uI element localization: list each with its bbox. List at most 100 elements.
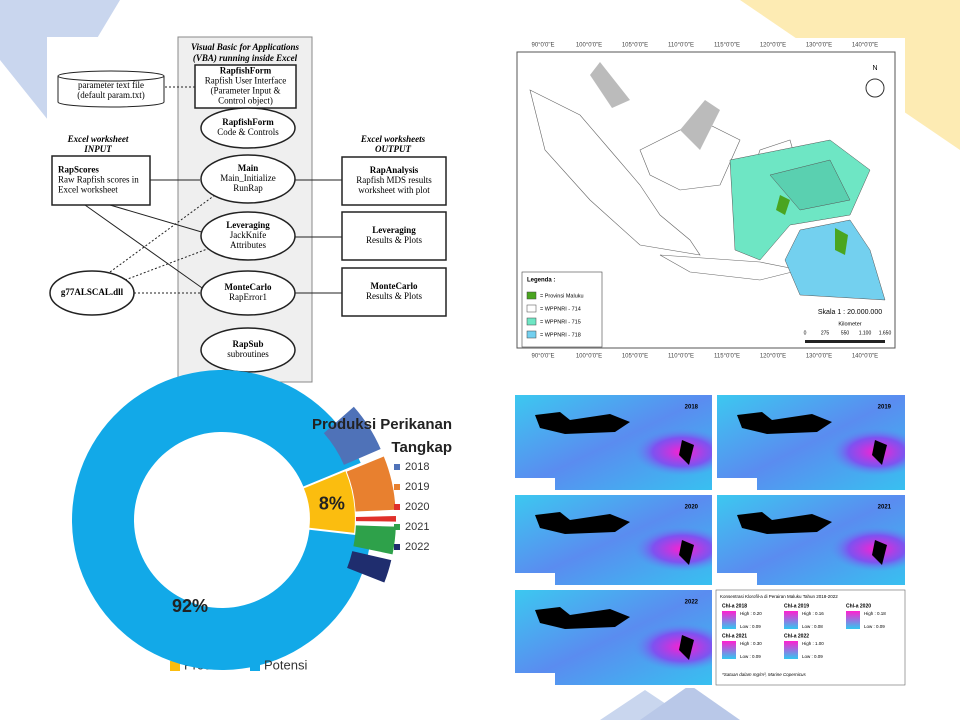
lon-label: 115°0'0"E (714, 43, 740, 49)
chl-legend-name: Chl-a 2021 (722, 633, 747, 639)
node-text: Main (238, 163, 259, 173)
lon-label: 110°0'0"E (668, 354, 694, 360)
node-ellipse (200, 211, 296, 261)
chl-ramp (846, 611, 860, 629)
chl-low: Low : 0.08 (802, 624, 823, 629)
chl-hotspot (717, 395, 905, 490)
north-arrow (865, 78, 885, 98)
legend-swatch (250, 661, 260, 671)
legend-swatch (394, 464, 400, 470)
input-title: Excel worksheet (67, 134, 129, 144)
donut-segment (72, 370, 372, 671)
map-scale: Skala 1 : 20.000.000 (818, 309, 882, 316)
lon-label: 120°0'0"E (760, 43, 786, 49)
node-box (51, 155, 151, 206)
land-gray (590, 62, 630, 108)
lon-label: 100°0'0"E (576, 354, 602, 360)
land-mask (515, 673, 555, 685)
node-text: Results & Plots (366, 235, 423, 245)
vba-title: Visual Basic for Applications (191, 42, 299, 52)
maluku (776, 195, 790, 215)
panel-year: 2022 (685, 600, 699, 606)
node-text: RapScores (58, 165, 99, 175)
chl-ramp (784, 611, 798, 629)
node-ellipse (49, 270, 135, 316)
legend-label: = WPPNRI - 715 (540, 319, 581, 325)
land-mask (515, 478, 555, 490)
legend-label: 2020 (405, 501, 429, 513)
breakdown-segment (346, 456, 396, 512)
chl-high: High : 0.30 (740, 641, 762, 646)
maluku (835, 228, 848, 255)
wpp-718 (784, 219, 886, 301)
island (535, 512, 694, 565)
input-title: INPUT (83, 144, 112, 154)
chl-hotspot (515, 395, 712, 490)
chl-ramp (784, 641, 798, 659)
lon-label: 120°0'0"E (760, 354, 786, 360)
node-ellipse (200, 270, 296, 316)
chl-low: Low : 0.09 (802, 654, 823, 659)
panel-year: 2019 (878, 405, 892, 411)
island (535, 412, 694, 465)
node-text: MonteCarlo (225, 282, 272, 292)
node-ellipse (200, 107, 296, 149)
panel-year: 2021 (878, 505, 892, 511)
legend-swatch (170, 661, 180, 671)
lon-label: 140°0'0"E (852, 354, 878, 360)
param-file-text: (default param.txt) (77, 90, 144, 100)
lon-label: 100°0'0"E (576, 43, 602, 49)
chl-legend-name: Chl-a 2022 (784, 633, 809, 639)
breakdown-segment (353, 525, 396, 555)
node-text: Excel worksheet (58, 185, 118, 195)
node-box (341, 211, 447, 261)
lon-label: 110°0'0"E (668, 43, 694, 49)
vba-title: (VBA) running inside Excel (193, 53, 298, 63)
node-text: MonteCarlo (371, 281, 418, 291)
node-box (341, 156, 447, 206)
value-label: 92% (172, 596, 208, 616)
legend-swatch (526, 317, 537, 326)
chl-low: Low : 0.09 (740, 654, 761, 659)
node-text: (Parameter Input & (211, 86, 281, 96)
legend-swatch (394, 524, 400, 530)
param-file (57, 70, 165, 108)
legend-swatch (526, 304, 537, 313)
island (535, 607, 694, 660)
chl-high: High : 0.18 (864, 611, 886, 616)
legend-label: = Provinsi Maluku (540, 293, 584, 299)
map-unit: Kilometer (838, 321, 861, 327)
land-mask (717, 478, 757, 490)
chl-legend (715, 589, 906, 686)
node-text: RapfishForm (222, 117, 274, 127)
chl-ramp (722, 641, 736, 659)
node-box (194, 64, 297, 109)
chl-high: High : 0.16 (802, 611, 824, 616)
breakdown-segment (323, 406, 381, 465)
arrow (124, 247, 211, 281)
node-text: Results & Plots (366, 291, 423, 301)
lon-label: 90°0'0"E (531, 354, 554, 360)
chl-hotspot (515, 590, 712, 685)
legend-swatch (394, 484, 400, 490)
land-mask (717, 573, 757, 585)
island (737, 512, 887, 565)
node-text: RapError1 (229, 292, 267, 302)
node-text: subroutines (227, 349, 269, 359)
output-title: Excel worksheets (360, 134, 426, 144)
legend-label: Potensi (264, 657, 307, 672)
arrow (109, 194, 216, 273)
north-label: N (872, 65, 877, 72)
island (737, 412, 887, 465)
node-text: RunRap (233, 183, 263, 193)
lon-label: 105°0'0"E (622, 354, 648, 360)
chl-hotspot (515, 495, 712, 585)
lon-label: 115°0'0"E (714, 354, 740, 360)
scale-tick: 1.100 (859, 330, 872, 336)
diagram (84, 86, 342, 294)
node-text: Rapfish User Interface (205, 76, 286, 86)
panel-year: 2018 (685, 405, 699, 411)
chl-hotspot (717, 495, 905, 585)
value-label: 8% (319, 493, 345, 513)
